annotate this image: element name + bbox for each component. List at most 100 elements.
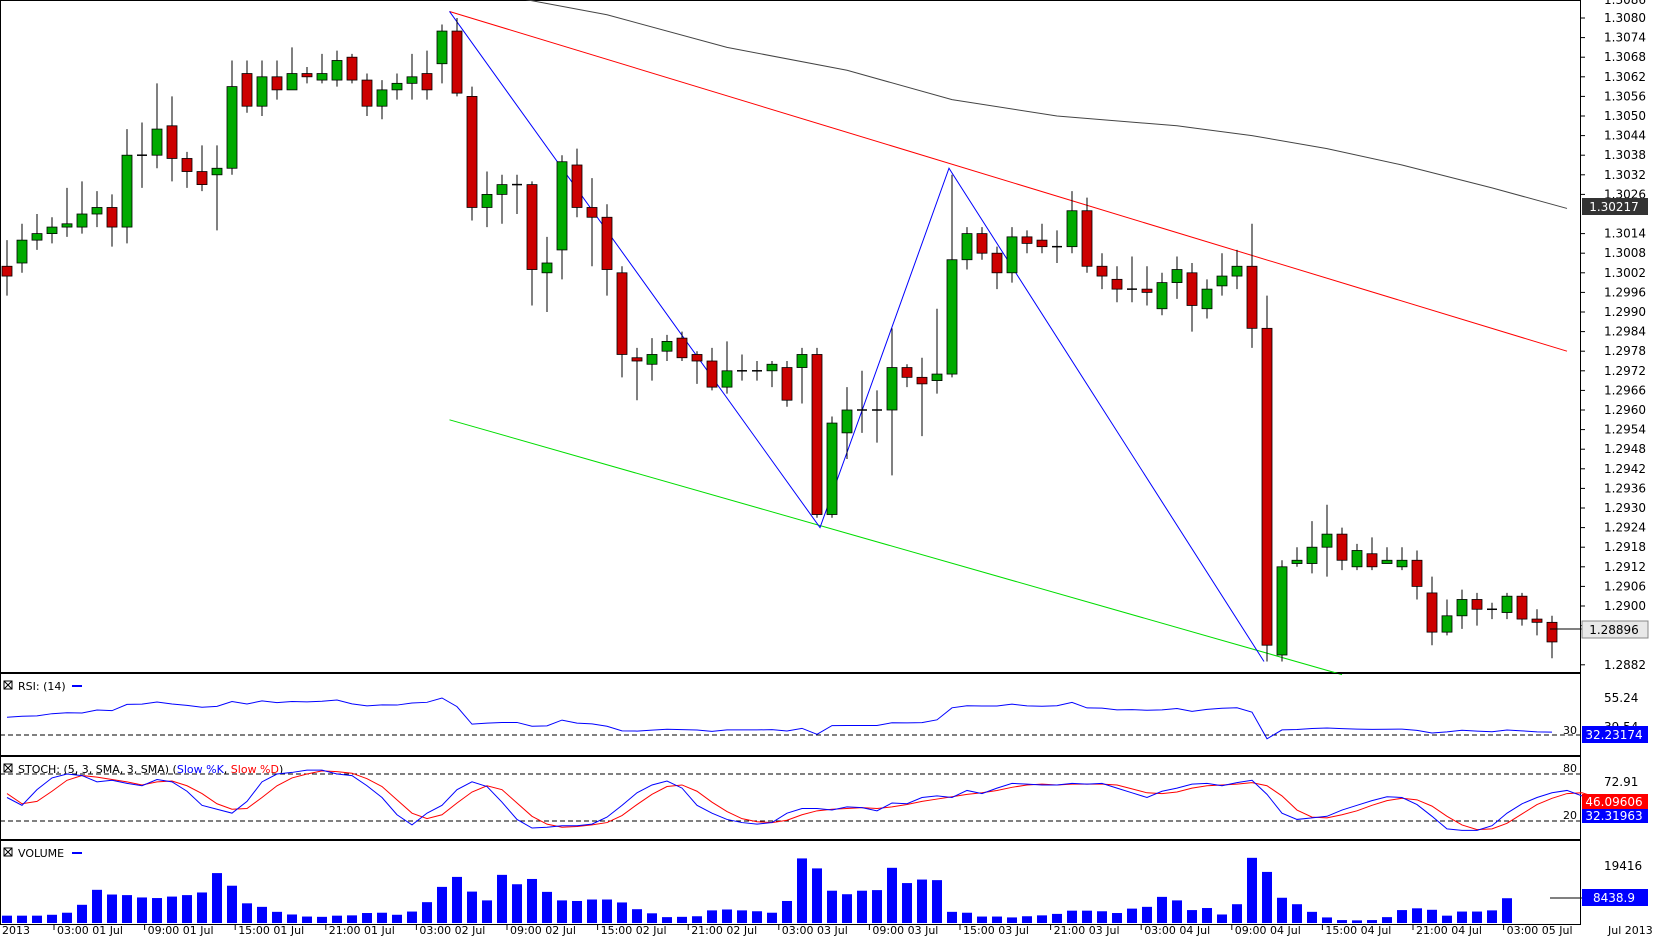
candle: [181, 151, 193, 188]
price-tick-label: 1.2960: [1604, 403, 1646, 417]
candle: [631, 347, 643, 401]
stoch-panel: STOCH: (5, 3, SMA, 3, SMA) (Slow %K, Slo…: [0, 756, 1648, 840]
time-tick-label: 09:00 04 Jul: [1235, 924, 1301, 937]
time-tick-label: 21:00 02 Jul: [691, 924, 757, 937]
candle-body-down: [346, 56, 358, 81]
candle: [1321, 504, 1333, 577]
volume-bar: [1187, 910, 1197, 923]
candle: [1216, 253, 1228, 296]
volume-bar: [302, 916, 312, 923]
candle-body-down: [1111, 278, 1123, 290]
volume-bar: [287, 914, 297, 923]
price-tick-label: 1.2990: [1604, 305, 1646, 319]
candle: [1291, 547, 1303, 567]
volume-bar: [1007, 917, 1017, 923]
candle-body-up: [541, 262, 553, 274]
time-tick-label: 03:00 03 Jul: [782, 924, 848, 937]
price-tick-label: 1.2936: [1604, 481, 1646, 495]
candle-body-up: [661, 340, 673, 352]
price-tick-label: 1.2882: [1604, 658, 1646, 672]
candle: [1306, 521, 1318, 574]
candle: [1366, 537, 1378, 571]
volume-bar: [212, 873, 222, 923]
stoch-tick-20: 20: [1563, 809, 1577, 822]
candle-body-up: [46, 226, 58, 234]
rsi-line: [6, 697, 1553, 740]
candle: [256, 60, 268, 116]
price-tick-label: 1.2912: [1604, 560, 1646, 574]
price-tick-label: 1.2948: [1604, 442, 1646, 456]
volume-bar: [887, 867, 897, 923]
candle: [346, 53, 358, 84]
candle: [872, 390, 882, 443]
candle-body-down: [1096, 265, 1108, 277]
candle: [301, 67, 313, 84]
volume-bar: [1022, 916, 1032, 923]
candle-body-down: [781, 367, 793, 401]
volume-bar: [272, 911, 282, 923]
stoch-d-current-box: [1582, 794, 1648, 809]
candle: [781, 361, 793, 407]
lower-channel-trendline: [449, 419, 1343, 676]
candle: [436, 24, 448, 84]
volume-bar: [332, 915, 342, 923]
candle: [1456, 589, 1468, 629]
candle: [1006, 227, 1018, 283]
candle-body-down: [976, 233, 988, 254]
candle-body-up: [496, 184, 508, 195]
candle-body-up: [1006, 236, 1018, 274]
candle: [1171, 256, 1183, 299]
candle-body-up: [1501, 595, 1513, 613]
candle-body-down: [196, 171, 208, 186]
candle-body-up: [1066, 210, 1078, 248]
volume-bar: [1232, 904, 1242, 923]
volume-bar: [1142, 906, 1152, 923]
volume-bar: [1442, 915, 1452, 923]
volume-bar: [452, 876, 462, 923]
candle-body-up: [946, 259, 958, 375]
candle: [1546, 615, 1558, 659]
candle: [526, 181, 538, 306]
candle: [316, 53, 328, 84]
time-tick-label: 09:00 03 Jul: [872, 924, 938, 937]
volume-bar: [992, 916, 1002, 923]
candle: [91, 191, 103, 228]
ma-value-box-bg: [1582, 198, 1648, 215]
candle-body-up: [61, 223, 73, 228]
candle-body-down: [571, 164, 583, 208]
volume-bar: [1337, 920, 1347, 923]
candle: [1156, 272, 1168, 316]
volume-bar: [842, 894, 852, 923]
candle: [1487, 602, 1497, 620]
volume-bar: [857, 890, 867, 923]
candle-body-down: [1261, 327, 1273, 646]
volume-bar: [1112, 913, 1122, 923]
time-tick-label: 03:00 05 Jul: [1507, 924, 1573, 937]
candle: [991, 246, 1003, 290]
time-tick-label: 03:00 01 Jul: [57, 924, 123, 937]
candle: [931, 308, 943, 394]
volume-bar: [1487, 910, 1497, 923]
time-axis: Jul 2013 2013 03:00 01 Jul 09:00 01 Jul 15:…: [2, 924, 1653, 937]
volume-bar: [1397, 910, 1407, 923]
candle-body-down: [691, 354, 703, 362]
candle: [1141, 266, 1153, 306]
volume-bar: [1382, 917, 1392, 923]
candle: [661, 334, 673, 361]
price-tick-label: 1.3056: [1604, 89, 1646, 103]
volume-bars: [2, 857, 1512, 923]
candle: [406, 53, 418, 100]
volume-bar: [77, 904, 87, 923]
candle-body-up: [841, 409, 853, 434]
candle-body-down: [466, 96, 478, 208]
candle: [1261, 295, 1273, 662]
volume-bar: [1262, 871, 1272, 923]
volume-bar: [482, 900, 492, 923]
rsi-label: RSI: (14): [18, 680, 66, 693]
rsi-current-box: [1582, 726, 1648, 743]
rsi-toggle-cross: [3, 680, 13, 690]
volume-bar: [92, 889, 102, 923]
candle-body-down: [1246, 265, 1258, 329]
rsi-tick-label: 55.24: [1604, 691, 1638, 705]
price-tick-label: 1.3080: [1604, 11, 1646, 25]
